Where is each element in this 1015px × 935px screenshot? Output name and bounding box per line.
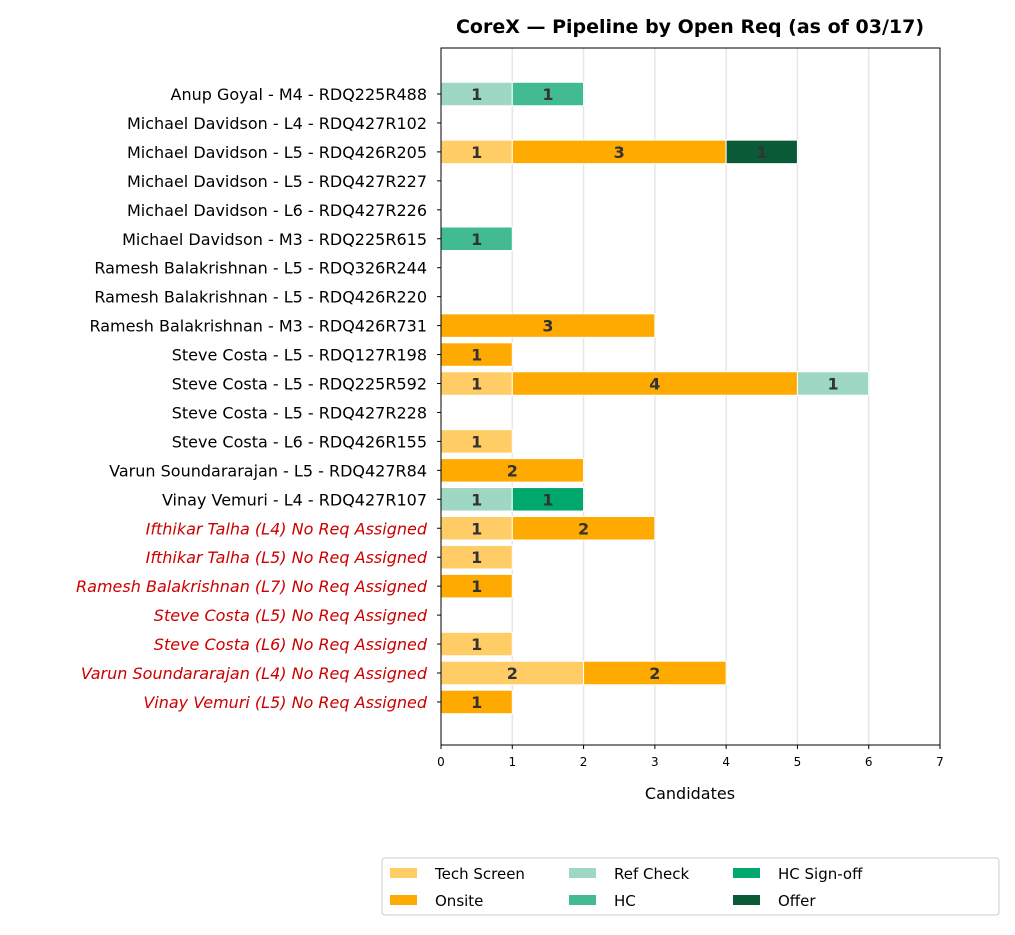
bar-value-label: 4 bbox=[649, 375, 660, 394]
bar-value-label: 1 bbox=[471, 490, 482, 509]
bar-value-label: 1 bbox=[542, 490, 553, 509]
x-tick-label: 1 bbox=[508, 755, 516, 769]
bar-value-label: 3 bbox=[542, 317, 553, 336]
bar-onsite bbox=[511, 516, 656, 541]
x-axis-label: Candidates bbox=[645, 784, 735, 803]
legend-label: Ref Check bbox=[614, 865, 689, 883]
bar-value-label: 1 bbox=[471, 432, 482, 451]
x-tick-label: 2 bbox=[580, 755, 588, 769]
legend-swatch bbox=[390, 868, 417, 878]
x-tick-label: 6 bbox=[865, 755, 873, 769]
x-tick-label: 4 bbox=[722, 755, 730, 769]
x-tick-label: 0 bbox=[437, 755, 445, 769]
bar-value-label: 1 bbox=[471, 375, 482, 394]
y-tick-label: Ramesh Balakrishnan (L7) No Req Assigned bbox=[76, 577, 428, 596]
y-tick-label: Anup Goyal - M4 - RDQ225R488 bbox=[171, 85, 427, 104]
y-tick-label: Michael Davidson - L5 - RDQ427R227 bbox=[127, 172, 427, 191]
chart-title: CoreX — Pipeline by Open Req (as of 03/1… bbox=[456, 16, 924, 38]
x-tick-label: 5 bbox=[794, 755, 802, 769]
legend-label: HC Sign-off bbox=[778, 865, 863, 883]
x-tick-label: 7 bbox=[936, 755, 944, 769]
y-tick-label: Steve Costa - L5 - RDQ225R592 bbox=[172, 375, 427, 394]
x-tick-label: 3 bbox=[651, 755, 659, 769]
y-tick-label: Steve Costa - L5 - RDQ427R228 bbox=[172, 403, 427, 422]
y-tick-label: Ramesh Balakrishnan - M3 - RDQ426R731 bbox=[89, 317, 427, 336]
bar-value-label: 1 bbox=[471, 635, 482, 654]
bar-value-label: 1 bbox=[471, 548, 482, 567]
bar-value-label: 1 bbox=[756, 143, 767, 162]
y-tick-label: Varun Soundararajan (L4) No Req Assigned bbox=[81, 664, 428, 683]
legend-swatch bbox=[733, 895, 760, 905]
bar-value-label: 1 bbox=[471, 230, 482, 249]
plot-frame bbox=[440, 47, 941, 746]
y-tick-label: Michael Davidson - M3 - RDQ225R615 bbox=[122, 230, 427, 249]
bar-value-label: 1 bbox=[471, 143, 482, 162]
legend: Tech Screen Onsite Ref Check HC HC Sign-off O… bbox=[381, 857, 1000, 916]
bar-value-label: 2 bbox=[507, 461, 518, 480]
y-tick-label: Varun Soundararajan - L5 - RDQ427R84 bbox=[109, 461, 427, 480]
bar-hc-sign-off bbox=[511, 487, 585, 512]
legend-swatch bbox=[569, 895, 596, 905]
legend-swatch bbox=[390, 895, 417, 905]
bar-value-label: 1 bbox=[471, 85, 482, 104]
y-tick-label: Steve Costa (L6) No Req Assigned bbox=[154, 635, 428, 654]
y-tick-label: Michael Davidson - L5 - RDQ426R205 bbox=[127, 143, 427, 162]
bar-value-label: 1 bbox=[471, 346, 482, 365]
y-tick-label: Steve Costa (L5) No Req Assigned bbox=[154, 606, 428, 625]
legend-swatch bbox=[733, 868, 760, 878]
y-tick-label: Michael Davidson - L6 - RDQ427R226 bbox=[127, 201, 427, 220]
bar-value-label: 1 bbox=[471, 693, 482, 712]
bar-value-label: 1 bbox=[471, 519, 482, 538]
y-tick-label: Ramesh Balakrishnan - L5 - RDQ426R220 bbox=[94, 288, 427, 307]
bar-ref-check bbox=[796, 371, 870, 396]
bar-value-label: 2 bbox=[578, 519, 589, 538]
bar-value-label: 2 bbox=[649, 664, 660, 683]
y-tick-label: Ifthikar Talha (L4) No Req Assigned bbox=[146, 519, 428, 538]
legend-label: Tech Screen bbox=[434, 865, 525, 883]
bar-onsite bbox=[583, 660, 727, 686]
bar-hc bbox=[511, 81, 585, 107]
bar-value-label: 1 bbox=[542, 85, 553, 104]
y-tick-label: Ramesh Balakrishnan - L5 - RDQ326R244 bbox=[94, 259, 427, 278]
y-tick-label: Steve Costa - L6 - RDQ426R155 bbox=[172, 432, 427, 451]
legend-label: Offer bbox=[778, 892, 816, 910]
y-tick-label: Vinay Vemuri - L4 - RDQ427R107 bbox=[162, 490, 427, 509]
legend-swatch bbox=[569, 868, 596, 878]
legend-label: HC bbox=[614, 892, 636, 910]
bar-value-label: 1 bbox=[471, 577, 482, 596]
y-tick-label: Ifthikar Talha (L5) No Req Assigned bbox=[146, 548, 428, 567]
bar-value-label: 2 bbox=[507, 664, 518, 683]
y-tick-label: Michael Davidson - L4 - RDQ427R102 bbox=[127, 114, 427, 133]
bar-value-label: 1 bbox=[828, 375, 839, 394]
y-tick-label: Steve Costa - L5 - RDQ127R198 bbox=[172, 346, 427, 365]
bar-value-label: 3 bbox=[614, 143, 625, 162]
bar-offer bbox=[725, 139, 798, 165]
y-tick-label: Vinay Vemuri (L5) No Req Assigned bbox=[143, 693, 427, 712]
legend-frame bbox=[381, 857, 1000, 916]
legend-label: Onsite bbox=[435, 892, 483, 910]
